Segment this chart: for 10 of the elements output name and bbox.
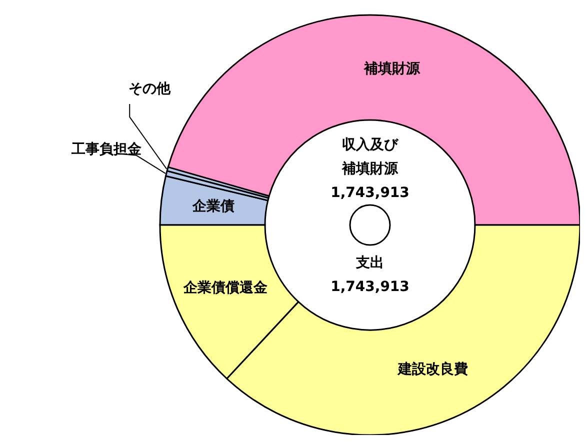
text: 収入及び [342, 137, 398, 153]
slice-label: 補填財源 [341, 160, 399, 177]
slice-label: 企業債償還金 [182, 280, 269, 296]
text: 支出 [355, 255, 384, 271]
slice-label: 企業債 [192, 198, 235, 214]
slice-label: その他 [128, 80, 172, 97]
text: 1,743,913 [330, 185, 410, 201]
text: 1,743,913 [330, 279, 410, 295]
slice-label: 建設改良費 [396, 360, 468, 378]
slice-label: 補填財源 [362, 60, 421, 78]
